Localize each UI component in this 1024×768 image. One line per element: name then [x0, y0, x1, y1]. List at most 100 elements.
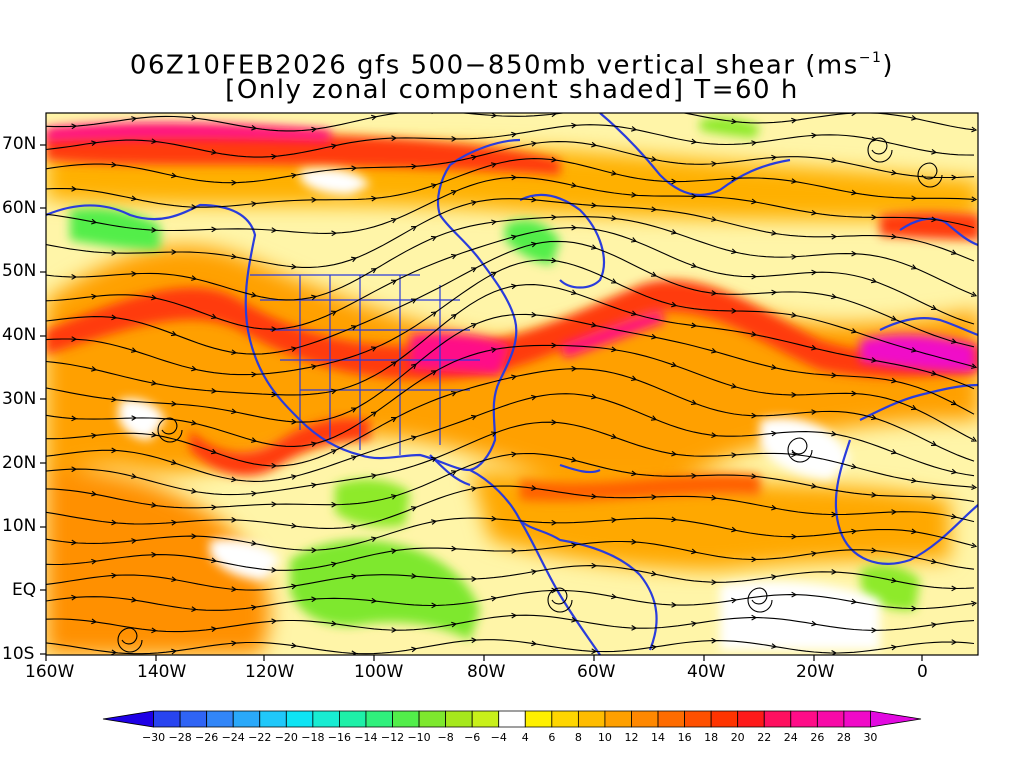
streamline-eddy	[917, 162, 943, 188]
streamline-arrow	[151, 627, 158, 634]
streamline-arrow	[131, 538, 138, 544]
streamline-arrow	[791, 312, 798, 318]
streamline-arrow	[330, 449, 338, 455]
streamline-arrow	[491, 347, 498, 353]
streamline-arrow	[591, 244, 598, 250]
lat-label-40n: 40N	[2, 325, 37, 345]
streamline-arrow	[390, 361, 397, 367]
streamline-arrow	[111, 396, 118, 403]
streamline-arrow	[471, 486, 478, 492]
streamline-arrow	[751, 614, 758, 621]
streamline-arrow	[91, 618, 98, 625]
lon-label-160w: 160W	[25, 662, 75, 682]
color-bar-label: 14	[651, 731, 665, 744]
streamline-arrow	[631, 625, 638, 631]
streamline-arrow	[710, 348, 718, 354]
streamline-arrow	[231, 253, 238, 260]
streamline-arrow	[151, 138, 158, 145]
streamline-arrow	[430, 456, 438, 463]
streamline-arrow	[410, 435, 418, 441]
streamline-arrow	[611, 593, 618, 600]
streamline-arrow	[450, 190, 458, 196]
streamline-arrow	[971, 484, 978, 491]
streamline-arrow	[551, 419, 558, 426]
streamline	[46, 517, 975, 551]
streamline-arrow	[171, 459, 178, 465]
streamline-arrow	[171, 172, 178, 179]
streamline-arrow	[811, 483, 818, 489]
streamline-arrow	[851, 390, 858, 397]
streamline-arrow	[571, 289, 578, 296]
streamline-arrow	[371, 195, 378, 202]
streamline-arrow	[171, 249, 178, 255]
streamline-arrow	[711, 290, 718, 296]
color-bar-cell	[232, 710, 261, 728]
streamline-arrow	[851, 528, 858, 535]
color-bar-cell	[206, 710, 234, 728]
streamline-arrow	[850, 463, 858, 470]
streamline-arrow	[211, 226, 218, 233]
streamline-arrow	[611, 346, 618, 353]
north-africa-coast	[859, 383, 978, 421]
streamline-arrow	[251, 371, 258, 378]
streamline-arrow	[431, 602, 438, 609]
streamline-arrow	[191, 488, 198, 494]
streamline-arrow	[131, 271, 138, 277]
streamline-arrow	[291, 172, 298, 179]
streamline-arrow	[430, 370, 437, 376]
lon-label-120w: 120W	[245, 662, 295, 682]
streamline-arrow	[511, 451, 518, 458]
streamline-arrow	[551, 519, 558, 526]
streamline-arrow	[910, 347, 918, 353]
hispaniola-coast	[559, 463, 601, 474]
color-bar-label: 12	[624, 731, 638, 744]
streamline-arrow	[630, 237, 638, 243]
streamline	[46, 614, 975, 633]
streamline-arrow	[351, 256, 358, 263]
streamline-arrow	[471, 637, 478, 644]
streamline-arrow	[751, 473, 758, 480]
streamline-arrow	[930, 370, 938, 376]
streamline-arrow	[911, 477, 918, 484]
streamline-arrow	[811, 620, 818, 627]
streamline-arrow	[751, 140, 758, 146]
streamline-arrow	[571, 365, 578, 372]
streamline	[46, 639, 975, 655]
streamline-arrow	[711, 216, 718, 222]
streamline-arrow	[370, 346, 378, 352]
streamline-arrow	[71, 123, 78, 130]
streamline-arrow	[531, 196, 538, 203]
streamline-arrow	[950, 400, 958, 406]
west-africa-coast	[834, 439, 978, 565]
streamline-arrow	[651, 156, 658, 162]
streamline-arrow	[831, 233, 838, 240]
streamline-arrow	[571, 456, 578, 463]
streamline	[46, 227, 975, 330]
color-bar-cell	[763, 710, 792, 728]
color-bar-cell	[445, 710, 473, 728]
streamline-arrow	[751, 273, 758, 280]
map-plot-area	[46, 113, 978, 655]
streamline-arrow	[591, 493, 598, 500]
streamline-arrow	[410, 506, 418, 512]
color-bar-cell	[710, 710, 739, 728]
streamline-arrow	[591, 202, 598, 209]
streamline-arrow	[831, 293, 838, 300]
streamline	[46, 421, 975, 496]
streamline-arrow	[611, 215, 618, 222]
color-bar-cells	[102, 710, 922, 728]
streamline	[46, 393, 975, 482]
streamline-arrow	[151, 431, 158, 438]
streamline-arrow	[811, 269, 818, 276]
streamline-arrow	[131, 415, 138, 421]
streamline-arrow	[171, 576, 178, 583]
streamline-arrow	[390, 494, 398, 500]
streamline-eddy	[747, 587, 773, 613]
streamline-arrow	[331, 230, 338, 237]
streamline	[46, 176, 975, 234]
streamline-arrow	[571, 542, 578, 549]
streamline-arrow	[891, 233, 898, 240]
streamline-arrow	[911, 195, 918, 202]
streamline-arrow	[271, 462, 278, 469]
streamline-arrow	[551, 113, 558, 118]
